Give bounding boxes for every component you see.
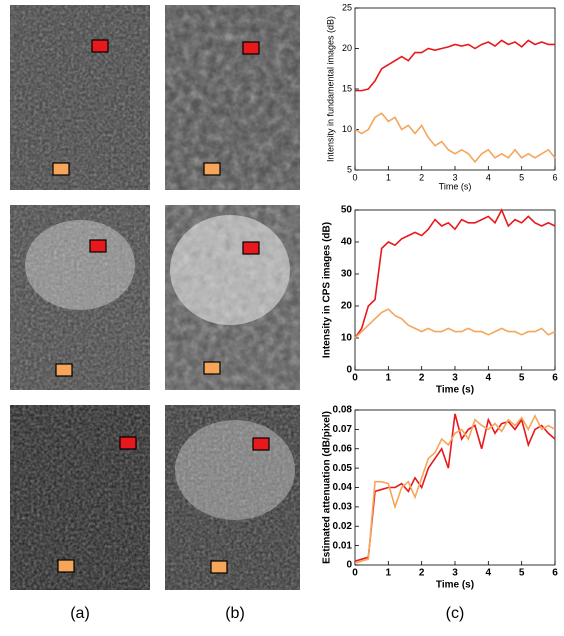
roi-orange — [210, 560, 228, 574]
plot-area — [354, 209, 556, 371]
y-tick-label: 5 — [347, 164, 352, 174]
image-texture — [165, 5, 300, 190]
x-axis-label: Time (s) — [436, 385, 474, 396]
data-line — [354, 413, 556, 562]
x-tick-label: 4 — [486, 172, 491, 182]
data-line — [354, 208, 556, 339]
y-tick-label: 0 — [346, 365, 352, 376]
y-tick-label: 30 — [341, 269, 353, 280]
image-texture — [10, 205, 150, 390]
plot-area — [354, 7, 556, 171]
y-tick-label: 0.05 — [333, 463, 353, 474]
y-tick-label: 50 — [341, 205, 353, 216]
roi-red — [242, 41, 260, 55]
roi-orange — [203, 162, 221, 176]
x-tick-label: 3 — [452, 172, 457, 182]
y-axis-label: Intensity in fundamental images (dB) — [325, 16, 335, 162]
y-tick-label: 20 — [341, 301, 353, 312]
y-tick-label: 25 — [342, 2, 352, 12]
images — [10, 5, 300, 590]
x-tick-label: 2 — [419, 373, 425, 384]
x-axis-label: Time (s) — [436, 580, 474, 591]
x-tick-label: 6 — [552, 172, 557, 182]
roi-orange — [52, 162, 70, 176]
x-tick-label: 0 — [352, 568, 358, 579]
x-tick-label: 0 — [352, 172, 357, 182]
roi-red — [242, 241, 260, 255]
x-tick-label: 1 — [386, 373, 392, 384]
roi-red — [252, 437, 270, 451]
y-axis-label: Estimated attenuation (dB/pixel) — [322, 411, 333, 564]
x-tick-label: 1 — [386, 172, 391, 182]
x-tick-label: 5 — [519, 568, 525, 579]
y-tick-label: 15 — [342, 83, 352, 93]
roi-orange — [55, 363, 73, 377]
x-tick-label: 6 — [552, 373, 558, 384]
x-tick-label: 5 — [519, 172, 524, 182]
y-tick-label: 0.01 — [333, 540, 353, 551]
x-tick-label: 0 — [352, 373, 358, 384]
data-line — [354, 413, 556, 564]
panel-label: (a) — [70, 605, 90, 622]
y-tick-label: 0.07 — [333, 424, 353, 435]
x-axis-label: Time (s) — [439, 181, 472, 191]
image-texture — [10, 5, 150, 190]
x-tick-label: 3 — [452, 373, 458, 384]
image-texture — [165, 405, 300, 590]
y-tick-label: 20 — [342, 43, 352, 53]
roi-red — [89, 239, 107, 253]
x-tick-label: 5 — [519, 373, 525, 384]
roi-orange — [203, 361, 221, 375]
y-tick-label: 10 — [342, 124, 352, 134]
x-tick-label: 4 — [486, 373, 492, 384]
y-tick-label: 0.03 — [333, 502, 353, 513]
x-tick-label: 2 — [419, 172, 424, 182]
data-line — [354, 112, 556, 164]
roi-markers — [52, 39, 270, 574]
y-tick-label: 40 — [341, 237, 353, 248]
data-line — [354, 308, 556, 339]
x-tick-label: 6 — [552, 568, 558, 579]
y-tick-label: 0 — [346, 560, 352, 571]
x-tick-label: 1 — [386, 568, 392, 579]
roi-orange — [57, 559, 75, 573]
image-texture — [10, 405, 150, 590]
roi-red — [119, 436, 137, 450]
panel-label: (b) — [225, 605, 245, 622]
y-tick-label: 0.06 — [333, 443, 353, 454]
y-tick-label: 0.02 — [333, 521, 353, 532]
data-line — [355, 39, 555, 92]
roi-red — [91, 39, 109, 53]
x-tick-label: 2 — [419, 568, 425, 579]
x-tick-label: 3 — [452, 568, 458, 579]
panel-label: (c) — [446, 605, 465, 622]
x-tick-label: 4 — [486, 568, 492, 579]
y-tick-label: 0.08 — [333, 405, 353, 416]
y-axis-label: Intensity in CPS images (dB) — [322, 222, 333, 358]
y-tick-label: 10 — [341, 333, 353, 344]
y-tick-label: 0.04 — [333, 482, 353, 493]
image-texture — [165, 205, 300, 390]
